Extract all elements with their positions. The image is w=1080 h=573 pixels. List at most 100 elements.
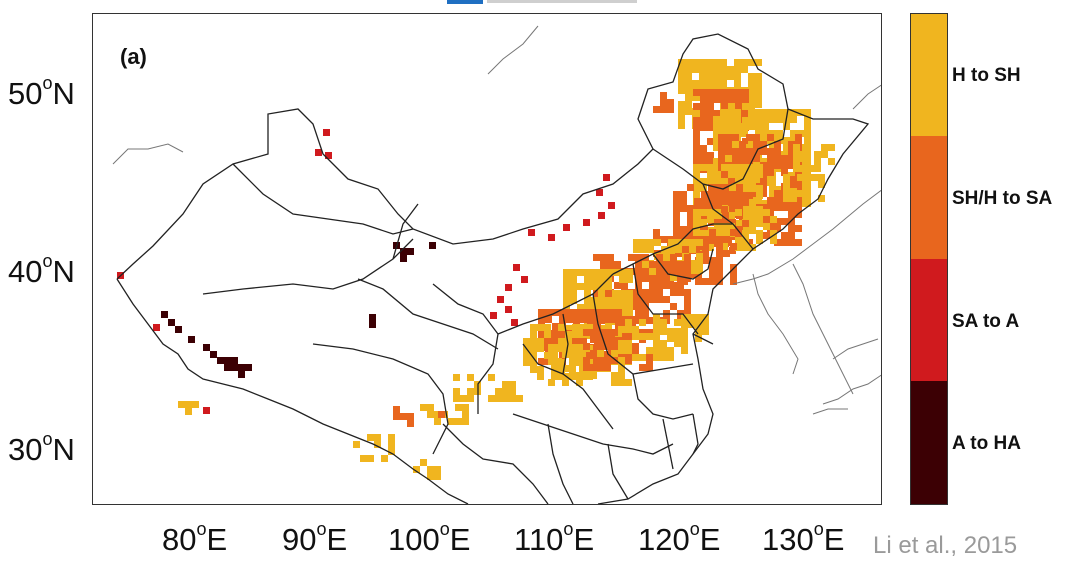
grid-cell [774, 204, 781, 211]
grid-cell [563, 290, 570, 297]
grid-cell [748, 59, 755, 66]
grid-cell [735, 164, 742, 171]
grid-cell [681, 335, 688, 342]
grid-cell [677, 282, 684, 289]
grid-cell [769, 186, 776, 193]
grid-cell [555, 358, 562, 365]
legend-label-sh-h-to-sa: SH/H to SA [952, 188, 1053, 209]
grid-cell [755, 94, 762, 101]
grid-cell [570, 283, 577, 290]
grid-cell [678, 108, 685, 115]
grid-cell [788, 148, 795, 155]
grid-cell [495, 388, 502, 395]
grid-cell [760, 190, 767, 197]
grid-cell [714, 230, 721, 237]
grid-cell [783, 151, 790, 158]
grid-cell [730, 264, 737, 271]
grid-cell [756, 192, 763, 199]
grid-cell [793, 144, 800, 151]
grid-cell [727, 158, 734, 165]
grid-cell [628, 254, 635, 261]
grid-cell [776, 109, 783, 116]
x-tick-110e: 110oE [514, 518, 595, 557]
grid-cell [667, 99, 674, 106]
grid-cell [185, 401, 192, 408]
grid-cell [611, 357, 618, 364]
grid-cell [612, 304, 619, 311]
grid-cell [742, 244, 749, 251]
grid-cell [707, 209, 714, 216]
grid-cell [727, 123, 734, 130]
grid-cell [722, 191, 729, 198]
grid-cell [774, 225, 781, 232]
grid-cell [797, 158, 804, 165]
grid-cell [756, 237, 763, 244]
grid-cell [735, 96, 742, 103]
grid-cell [790, 195, 797, 202]
grid-cell [407, 413, 414, 420]
grid-cell [685, 66, 692, 73]
grid-cell [713, 73, 720, 80]
grid-cell [783, 188, 790, 195]
grid-cell [667, 328, 674, 335]
grid-cell [681, 314, 688, 321]
grid-cell [467, 388, 474, 395]
grid-cell [749, 209, 756, 216]
grid-cell [649, 296, 656, 303]
grid-cell [715, 219, 722, 226]
grid-cell [562, 351, 569, 358]
grid-cell [619, 297, 626, 304]
grid-cell [707, 110, 714, 117]
grid-cell [642, 268, 649, 275]
grid-cell [702, 250, 709, 257]
grid-cell [188, 336, 195, 343]
y-tick-40n: 40oN [8, 250, 75, 289]
grid-cell [591, 276, 598, 283]
grid-cell [598, 283, 605, 290]
china-map [112, 25, 881, 504]
grid-cell [681, 340, 688, 347]
grid-cell [639, 333, 646, 340]
grid-cell [388, 448, 395, 455]
grid-cell [625, 347, 632, 354]
grid-cell [755, 130, 762, 137]
grid-cell [598, 269, 605, 276]
x-tick-90e: 90oE [282, 518, 348, 557]
x-tick-100e: 100oE [388, 518, 471, 557]
grid-cell [600, 261, 607, 268]
grid-cell [619, 304, 626, 311]
grid-cell [716, 250, 723, 257]
grid-cell [367, 455, 374, 462]
grid-cell [353, 441, 360, 448]
grid-cell [693, 131, 700, 138]
grid-cell [746, 155, 753, 162]
grid-cell [678, 59, 685, 66]
grid-cell [713, 116, 720, 123]
grid-cell [739, 148, 746, 155]
grid-cell [381, 455, 388, 462]
grid-cell [590, 350, 597, 357]
grid-cell [811, 174, 818, 181]
grid-cell [707, 164, 714, 171]
grid-cell [769, 130, 776, 137]
grid-cell [755, 73, 762, 80]
grid-cell [570, 269, 577, 276]
grid-cell [774, 218, 781, 225]
grid-cell [660, 321, 667, 328]
grid-cell [420, 404, 427, 411]
grid-cell [804, 116, 811, 123]
grid-cell [570, 290, 577, 297]
grid-cell [693, 185, 700, 192]
grid-cell [736, 233, 743, 240]
grid-cell [748, 80, 755, 87]
grid-cell [618, 347, 625, 354]
grid-cell [597, 364, 604, 371]
grid-cell [767, 197, 774, 204]
grid-cell [749, 171, 756, 178]
grid-cell [462, 418, 469, 425]
grid-cell [699, 66, 706, 73]
grid-cell [632, 333, 639, 340]
legend-swatch-a-to-ha [911, 381, 947, 504]
grid-cell [598, 276, 605, 283]
grid-cell [795, 225, 802, 232]
